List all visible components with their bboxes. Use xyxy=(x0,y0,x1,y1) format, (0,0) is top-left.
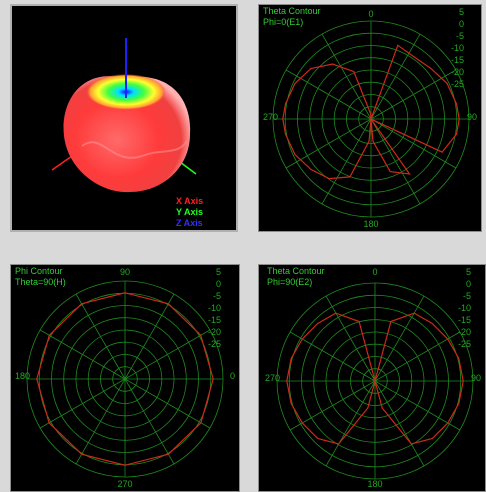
grid-spoke xyxy=(75,378,126,465)
ring-tick-label: 5 xyxy=(216,267,221,277)
plot-title-line2: Phi=0(E1) xyxy=(263,17,303,27)
grid-spoke xyxy=(325,295,376,382)
polar-curve-e1 xyxy=(282,44,460,180)
angle-label-left: 270 xyxy=(263,112,278,122)
radiation-3d-view[interactable]: X Axis Y Axis Z Axis xyxy=(10,4,238,232)
grid-spoke xyxy=(285,69,372,120)
angle-label-left: 270 xyxy=(265,373,280,383)
plot-title-line2: Theta=90(H) xyxy=(15,277,66,287)
ring-tick-label: 5 xyxy=(466,267,471,277)
grid-spoke xyxy=(124,329,211,380)
ring-tick-label: -10 xyxy=(458,303,471,313)
plot-title-line2: Phi=90(E2) xyxy=(267,277,312,287)
polar-plot-h1[interactable]: 5 0 -5 -10 -15 -20 -25 Phi Contour Theta=90(H)… xyxy=(10,264,240,492)
ring-tick-label: 5 xyxy=(459,7,464,17)
ring-tick-label: -25 xyxy=(451,79,464,89)
ring-tick-label: 0 xyxy=(216,279,221,289)
ring-tick-label: -5 xyxy=(456,31,464,41)
ring-tick-label: -15 xyxy=(458,315,471,325)
grid-spoke xyxy=(321,33,372,120)
grid-spoke xyxy=(124,293,175,380)
grid-spoke xyxy=(374,331,461,382)
y-axis-legend: Y Axis xyxy=(176,207,203,217)
angle-label-bottom: 180 xyxy=(363,219,378,229)
angle-label-right: 90 xyxy=(471,373,481,383)
ring-tick-label: -20 xyxy=(208,327,221,337)
pattern-series-line xyxy=(282,44,460,180)
polar-grid-e2 xyxy=(276,282,474,480)
grid-spoke xyxy=(370,33,421,120)
ring-tick-label: 0 xyxy=(459,19,464,29)
ring-ticks-e1: 5 0 -5 -10 -15 -20 -25 xyxy=(451,7,464,89)
z-axis-legend: Z Axis xyxy=(176,218,203,228)
ring-tick-label: -15 xyxy=(208,315,221,325)
ring-tick-label: -25 xyxy=(458,339,471,349)
grid-spoke xyxy=(321,118,372,205)
angle-label-bottom: 180 xyxy=(367,479,382,489)
ring-tick-label: -20 xyxy=(458,327,471,337)
polar-chart-h1: 5 0 -5 -10 -15 -20 -25 Phi Contour Theta=90(H)… xyxy=(15,266,235,489)
ring-tick-label: -15 xyxy=(451,55,464,65)
grid-spoke xyxy=(124,378,211,429)
polar-chart-e1: 5 0 -5 -10 -15 -20 -25 Theta Contour Phi=0(E1)… xyxy=(263,6,477,229)
polar-curve-h1 xyxy=(36,292,214,466)
polar-plot-e1[interactable]: 5 0 -5 -10 -15 -20 -25 Theta Contour Phi=0(E1)… xyxy=(258,4,482,232)
ring-tick-label: -10 xyxy=(451,43,464,53)
grid-spoke xyxy=(75,293,126,380)
angle-label-top: 90 xyxy=(120,267,130,277)
ring-ticks-h1: 5 0 -5 -10 -15 -20 -25 xyxy=(208,267,221,349)
grid-spoke xyxy=(374,380,425,467)
ring-tick-label: -25 xyxy=(208,339,221,349)
polar-grid-h1 xyxy=(26,280,224,478)
grid-spoke xyxy=(289,331,376,382)
angle-label-bottom: 270 xyxy=(117,479,132,489)
ring-tick-label: 0 xyxy=(466,279,471,289)
grid-spoke xyxy=(370,118,421,205)
polar-chart-e2: 5 0 -5 -10 -15 -20 -25 Theta Contour Phi=90(E2… xyxy=(265,266,481,489)
ring-ticks-e2: 5 0 -5 -10 -15 -20 -25 xyxy=(458,267,471,349)
grid-spoke xyxy=(374,295,425,382)
ring-tick-label: -20 xyxy=(451,67,464,77)
pattern-series-line xyxy=(286,312,464,445)
grid-spoke xyxy=(124,378,175,465)
plot-title-line1: Theta Contour xyxy=(263,6,321,16)
x-axis-legend: X Axis xyxy=(176,196,203,206)
ring-tick-label: -5 xyxy=(463,291,471,301)
grid-spoke xyxy=(39,378,126,429)
grid-spoke xyxy=(374,380,461,431)
angle-label-right: 0 xyxy=(230,371,235,381)
grid-spoke xyxy=(325,380,376,467)
angle-label-top: 0 xyxy=(372,267,377,277)
ring-tick-label: -5 xyxy=(213,291,221,301)
radiation-3d-canvas: X Axis Y Axis Z Axis xyxy=(51,38,203,228)
radiation-pattern-body xyxy=(63,76,191,193)
grid-spoke xyxy=(370,69,457,120)
polar-curve-e2 xyxy=(286,312,464,445)
angle-label-top: 0 xyxy=(368,9,373,19)
x-axis-line xyxy=(51,155,73,171)
grid-spoke xyxy=(289,380,376,431)
plot-title-line1: Phi Contour xyxy=(15,266,63,276)
grid-spoke xyxy=(370,118,457,169)
grid-spoke xyxy=(39,329,126,380)
ring-tick-label: -10 xyxy=(208,303,221,313)
plot-title-line1: Theta Contour xyxy=(267,266,325,276)
angle-label-right: 90 xyxy=(467,112,477,122)
polar-plot-e2[interactable]: 5 0 -5 -10 -15 -20 -25 Theta Contour Phi=90(E2… xyxy=(258,264,486,492)
pattern-series-line xyxy=(36,292,214,466)
angle-label-left: 180 xyxy=(15,371,30,381)
